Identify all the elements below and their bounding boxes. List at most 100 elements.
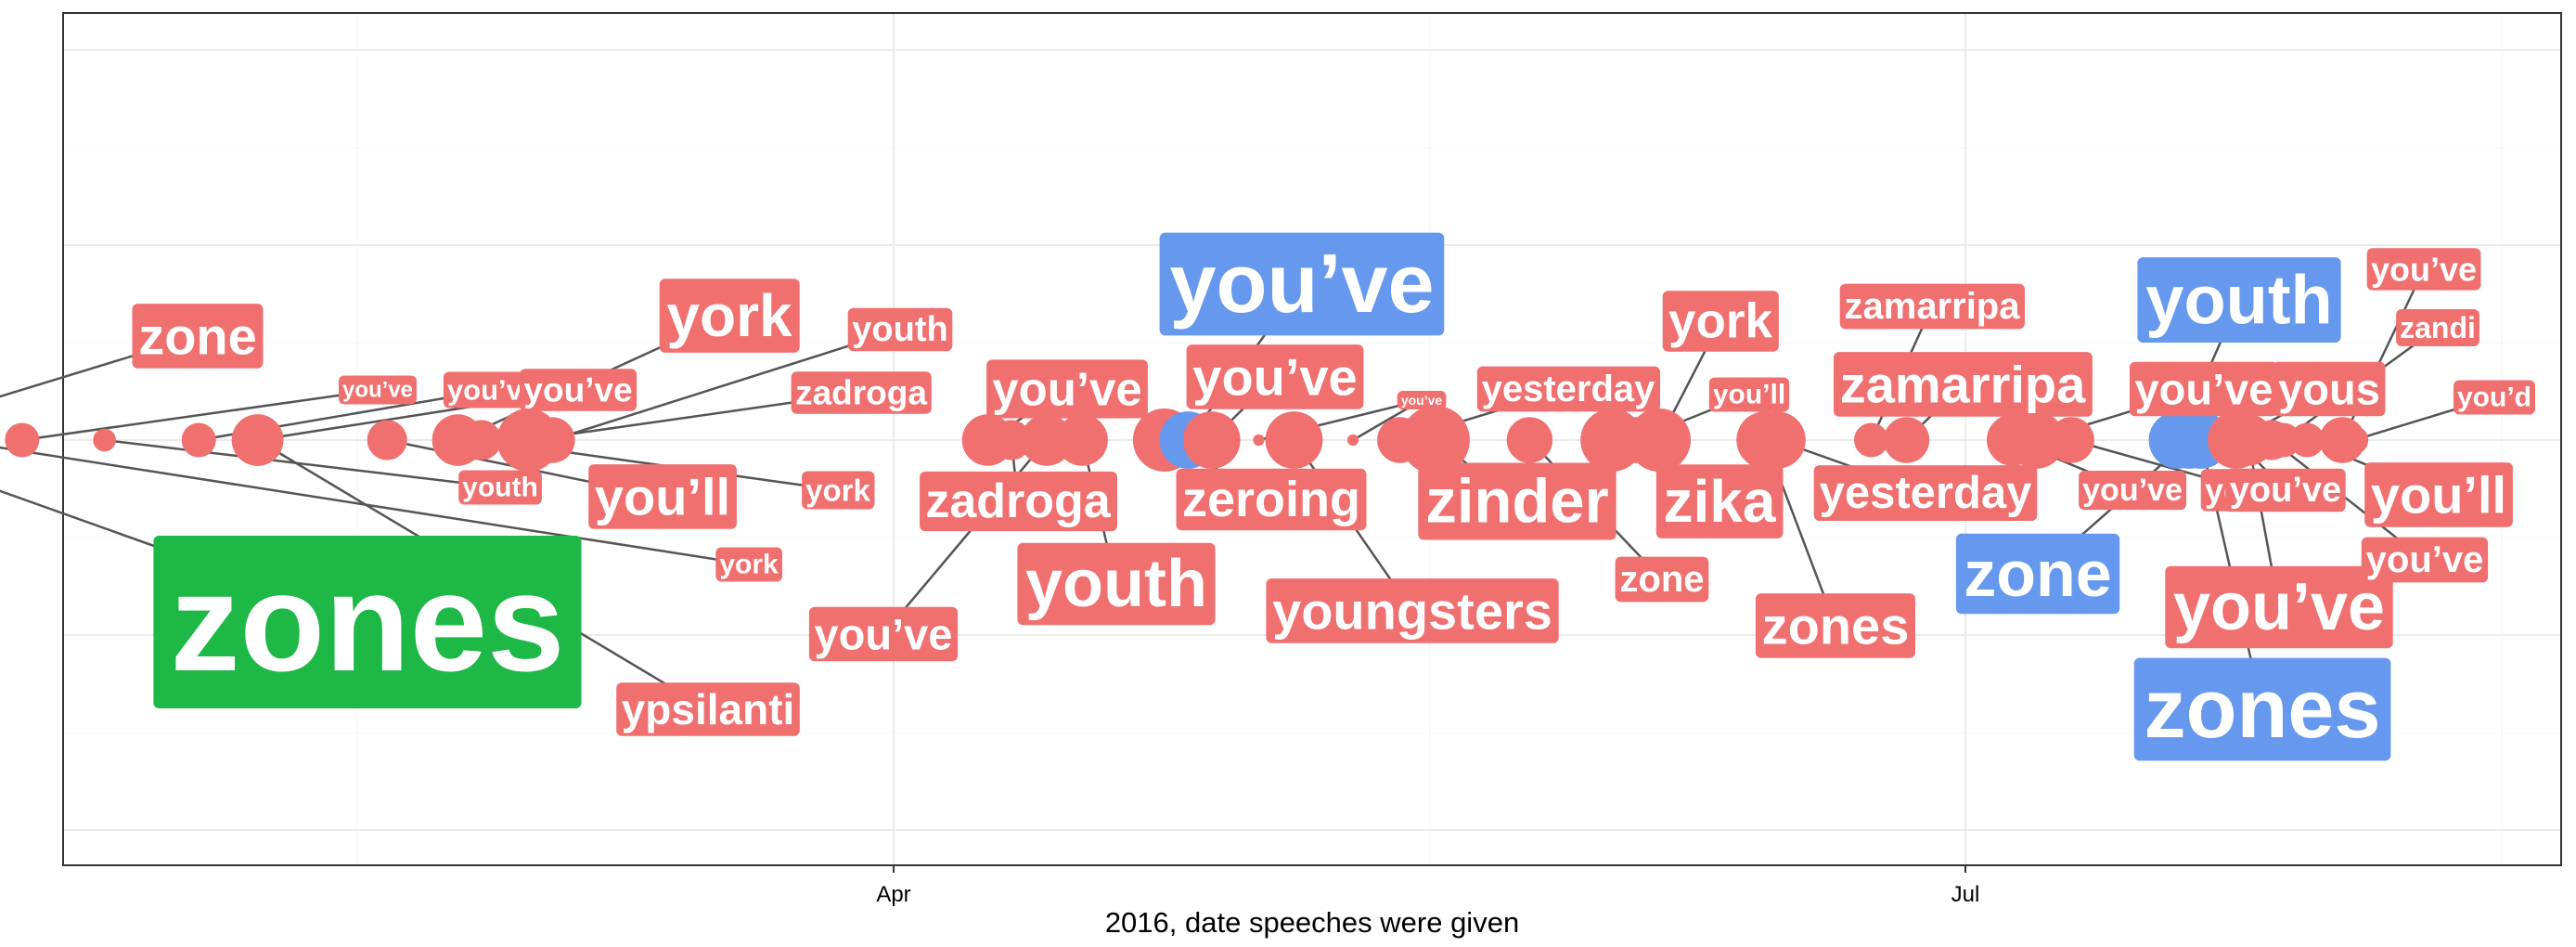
word-label: you’ve — [2129, 361, 2279, 417]
word-label-box — [1615, 556, 1709, 603]
word-label-text: zamarripa — [1845, 286, 2021, 327]
word-label-box — [1755, 593, 1915, 658]
word-label-text: you’ve — [992, 363, 1142, 416]
word-label: youth — [2137, 257, 2341, 343]
points — [5, 405, 2369, 475]
word-label-box — [1397, 391, 1447, 409]
word-label-text: zones — [170, 544, 564, 700]
word-label-text: youngsters — [1272, 582, 1552, 641]
word-label-text: you’ve — [2082, 473, 2183, 508]
word-label: you’ve — [2366, 248, 2481, 291]
word-label: you’ve — [2225, 468, 2346, 512]
data-point — [991, 420, 1032, 461]
word-label-text: yesterday — [1482, 369, 1656, 409]
word-label-text: youth — [1025, 547, 1207, 621]
word-label: zone — [132, 304, 264, 369]
x-axis-title: 2016, date speeches were given — [1105, 906, 1519, 939]
word-label: zones — [1755, 593, 1915, 658]
word-label-text: you’ll — [2371, 466, 2506, 525]
data-point — [1506, 417, 1553, 463]
word-label-text: you’ve — [2230, 471, 2341, 510]
word-label-box — [1266, 578, 1559, 643]
word-label-box — [2364, 462, 2513, 527]
data-point — [2048, 417, 2094, 463]
data-point — [1021, 414, 1073, 466]
word-label-text: youth — [2145, 262, 2332, 339]
word-label-box — [1655, 464, 1784, 538]
data-point — [1182, 411, 1241, 469]
word-label: yous — [2273, 361, 2386, 417]
word-label: you’ll — [2364, 462, 2513, 527]
word-label: yesterday — [1813, 465, 2038, 521]
word-label-text: you’ve — [523, 371, 632, 409]
word-label: zone — [1615, 556, 1709, 603]
word-label-text: york — [666, 282, 792, 349]
word-label-text: zadroga — [925, 474, 1111, 528]
word-label-box — [520, 369, 638, 411]
word-label-box — [1418, 462, 1616, 540]
word-label: you’d — [2454, 380, 2535, 415]
leader-line — [0, 446, 750, 566]
word-label-box — [2454, 380, 2535, 415]
word-label-text: york — [1668, 294, 1772, 349]
word-label-box — [2273, 361, 2386, 417]
word-label-text: zeroing — [1182, 472, 1360, 527]
data-point — [1400, 405, 1470, 475]
word-label-box — [1186, 344, 1364, 409]
word-label: yesterday — [1476, 366, 1660, 412]
word-label-text: zinder — [1425, 467, 1608, 537]
word-label-text: zika — [1664, 468, 1776, 535]
x-axis: Apr Jul — [876, 865, 1979, 907]
word-label: zones — [2133, 657, 2391, 761]
data-point — [1854, 422, 1888, 458]
word-label-box — [616, 682, 800, 736]
data-point — [1346, 434, 1359, 447]
word-label: you’ve — [1159, 232, 1445, 336]
data-point — [1265, 411, 1323, 469]
word-label-text: you’ve — [342, 378, 413, 403]
word-label-text: york — [805, 474, 870, 508]
word-label-box — [1813, 465, 2038, 521]
word-label: youth — [847, 307, 953, 352]
word-label-box — [847, 307, 953, 352]
word-label-text: you’d — [2457, 383, 2531, 413]
word-label-text: zandi — [2400, 311, 2476, 344]
word-label: zinder — [1418, 462, 1616, 540]
word-label-box — [2165, 565, 2393, 649]
word-label: zamarripa — [1839, 283, 2025, 330]
word-label: youth — [458, 470, 542, 505]
word-label-text: you’ve — [1401, 393, 1443, 408]
word-label-text: yesterday — [1820, 468, 2032, 518]
word-label-box — [2079, 471, 2186, 511]
word-label-text: zone — [1619, 559, 1704, 600]
word-label-box — [920, 471, 1117, 532]
word-label-box — [1159, 232, 1445, 336]
word-label: zones — [153, 536, 582, 708]
data-point — [367, 420, 407, 461]
word-label-text: you’ve — [1192, 348, 1357, 407]
word-label-box — [443, 371, 543, 409]
data-point — [1748, 411, 1806, 469]
leader-line — [21, 388, 379, 442]
word-label-text: zone — [138, 307, 257, 366]
word-label: you’ve — [2165, 565, 2393, 649]
word-label-box — [153, 536, 582, 708]
word-label: you’ve — [1397, 391, 1447, 409]
data-point — [93, 428, 116, 452]
word-label: you’ve — [986, 359, 1148, 419]
word-label: you’ve — [808, 606, 959, 662]
word-label: youngsters — [1266, 578, 1559, 643]
word-label-text: york — [719, 550, 779, 580]
word-label: you’ve — [2361, 537, 2489, 583]
word-label-box — [132, 304, 264, 369]
word-label-box — [986, 359, 1148, 419]
word-label-box — [1708, 377, 1790, 412]
word-label-box — [659, 279, 800, 353]
word-label: zeroing — [1176, 468, 1367, 531]
word-label: zamarripa — [1834, 352, 2093, 417]
leader-line — [551, 328, 901, 442]
word-label-text: youth — [852, 310, 947, 349]
word-label: youth — [1017, 542, 1216, 626]
word-label-box — [791, 371, 932, 414]
